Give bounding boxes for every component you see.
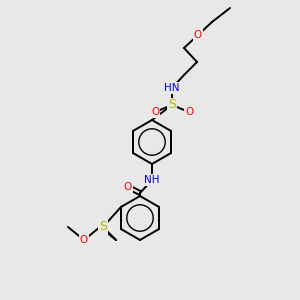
Text: O: O: [124, 182, 132, 192]
Text: S: S: [99, 220, 107, 233]
Text: S: S: [168, 98, 176, 112]
Text: O: O: [185, 107, 193, 117]
Text: NH: NH: [144, 175, 160, 185]
Text: O: O: [80, 235, 88, 245]
Text: O: O: [194, 30, 202, 40]
Text: HN: HN: [164, 83, 180, 93]
Text: O: O: [151, 107, 159, 117]
